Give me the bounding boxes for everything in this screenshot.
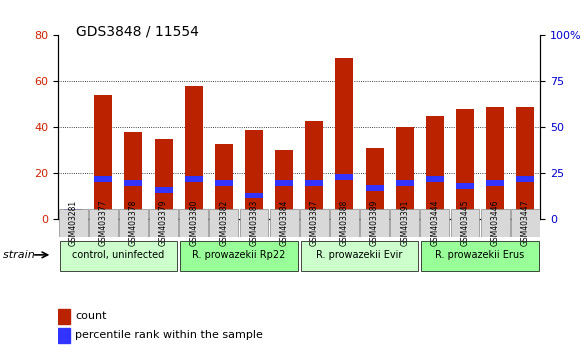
Bar	[275, 150, 293, 219]
Bar	[456, 109, 474, 219]
Bar	[486, 107, 504, 219]
Text: GSM403380: GSM403380	[189, 200, 198, 246]
Bar	[360, 209, 389, 237]
Bar	[511, 209, 540, 237]
Text: GSM403391: GSM403391	[400, 200, 409, 246]
Bar	[305, 180, 323, 185]
Bar	[300, 209, 329, 237]
Bar	[89, 209, 118, 237]
Bar	[516, 107, 535, 219]
Bar	[59, 209, 88, 237]
Text: GSM403387: GSM403387	[310, 200, 319, 246]
Bar	[215, 180, 233, 185]
Bar	[58, 328, 70, 343]
FancyBboxPatch shape	[301, 241, 418, 271]
Text: GSM403447: GSM403447	[521, 200, 530, 246]
Bar	[480, 209, 510, 237]
Bar	[516, 176, 535, 182]
Bar	[119, 209, 148, 237]
Text: strain: strain	[3, 250, 38, 260]
Text: percentile rank within the sample: percentile rank within the sample	[75, 330, 263, 340]
Bar	[335, 58, 353, 219]
Bar	[245, 130, 263, 219]
Bar	[58, 309, 70, 324]
Bar	[239, 209, 268, 237]
Text: R. prowazekii Erus: R. prowazekii Erus	[435, 250, 525, 260]
Bar	[185, 176, 203, 182]
Bar	[486, 180, 504, 185]
Bar	[155, 187, 173, 193]
Bar	[124, 180, 142, 185]
Bar	[64, 210, 83, 219]
Text: GSM403377: GSM403377	[99, 200, 108, 246]
Bar	[64, 209, 83, 215]
Bar	[426, 116, 444, 219]
Bar	[245, 193, 263, 199]
Text: control, uninfected: control, uninfected	[72, 250, 164, 260]
Bar	[456, 183, 474, 189]
Text: count: count	[75, 311, 106, 321]
Text: GSM403383: GSM403383	[249, 200, 259, 246]
Bar	[390, 209, 419, 237]
Bar	[426, 176, 444, 182]
FancyBboxPatch shape	[60, 241, 177, 271]
Bar	[185, 86, 203, 219]
Text: GSM403446: GSM403446	[490, 200, 500, 246]
Bar	[396, 180, 414, 185]
Bar	[396, 127, 414, 219]
Bar	[275, 180, 293, 185]
Text: GSM403382: GSM403382	[220, 200, 228, 246]
Text: GDS3848 / 11554: GDS3848 / 11554	[76, 25, 198, 39]
Bar	[94, 176, 112, 182]
Bar	[94, 95, 112, 219]
Text: GSM403444: GSM403444	[431, 200, 439, 246]
Text: GSM403388: GSM403388	[340, 200, 349, 246]
Bar	[155, 139, 173, 219]
Bar	[209, 209, 238, 237]
Bar	[330, 209, 359, 237]
Bar	[421, 209, 449, 237]
FancyBboxPatch shape	[421, 241, 539, 271]
Text: R. prowazekii Rp22: R. prowazekii Rp22	[192, 250, 286, 260]
Text: GSM403378: GSM403378	[129, 200, 138, 246]
Bar	[305, 120, 323, 219]
FancyBboxPatch shape	[180, 241, 297, 271]
Bar	[180, 209, 208, 237]
Bar	[365, 148, 383, 219]
Bar	[124, 132, 142, 219]
Text: GSM403281: GSM403281	[69, 200, 78, 246]
Bar	[450, 209, 479, 237]
Text: GSM403389: GSM403389	[370, 200, 379, 246]
Bar	[365, 185, 383, 191]
Bar	[270, 209, 299, 237]
Bar	[215, 143, 233, 219]
Bar	[149, 209, 178, 237]
Text: GSM403384: GSM403384	[279, 200, 289, 246]
Text: GSM403445: GSM403445	[461, 200, 469, 246]
Bar	[335, 174, 353, 180]
Text: R. prowazekii Evir: R. prowazekii Evir	[316, 250, 403, 260]
Text: GSM403379: GSM403379	[159, 200, 168, 246]
